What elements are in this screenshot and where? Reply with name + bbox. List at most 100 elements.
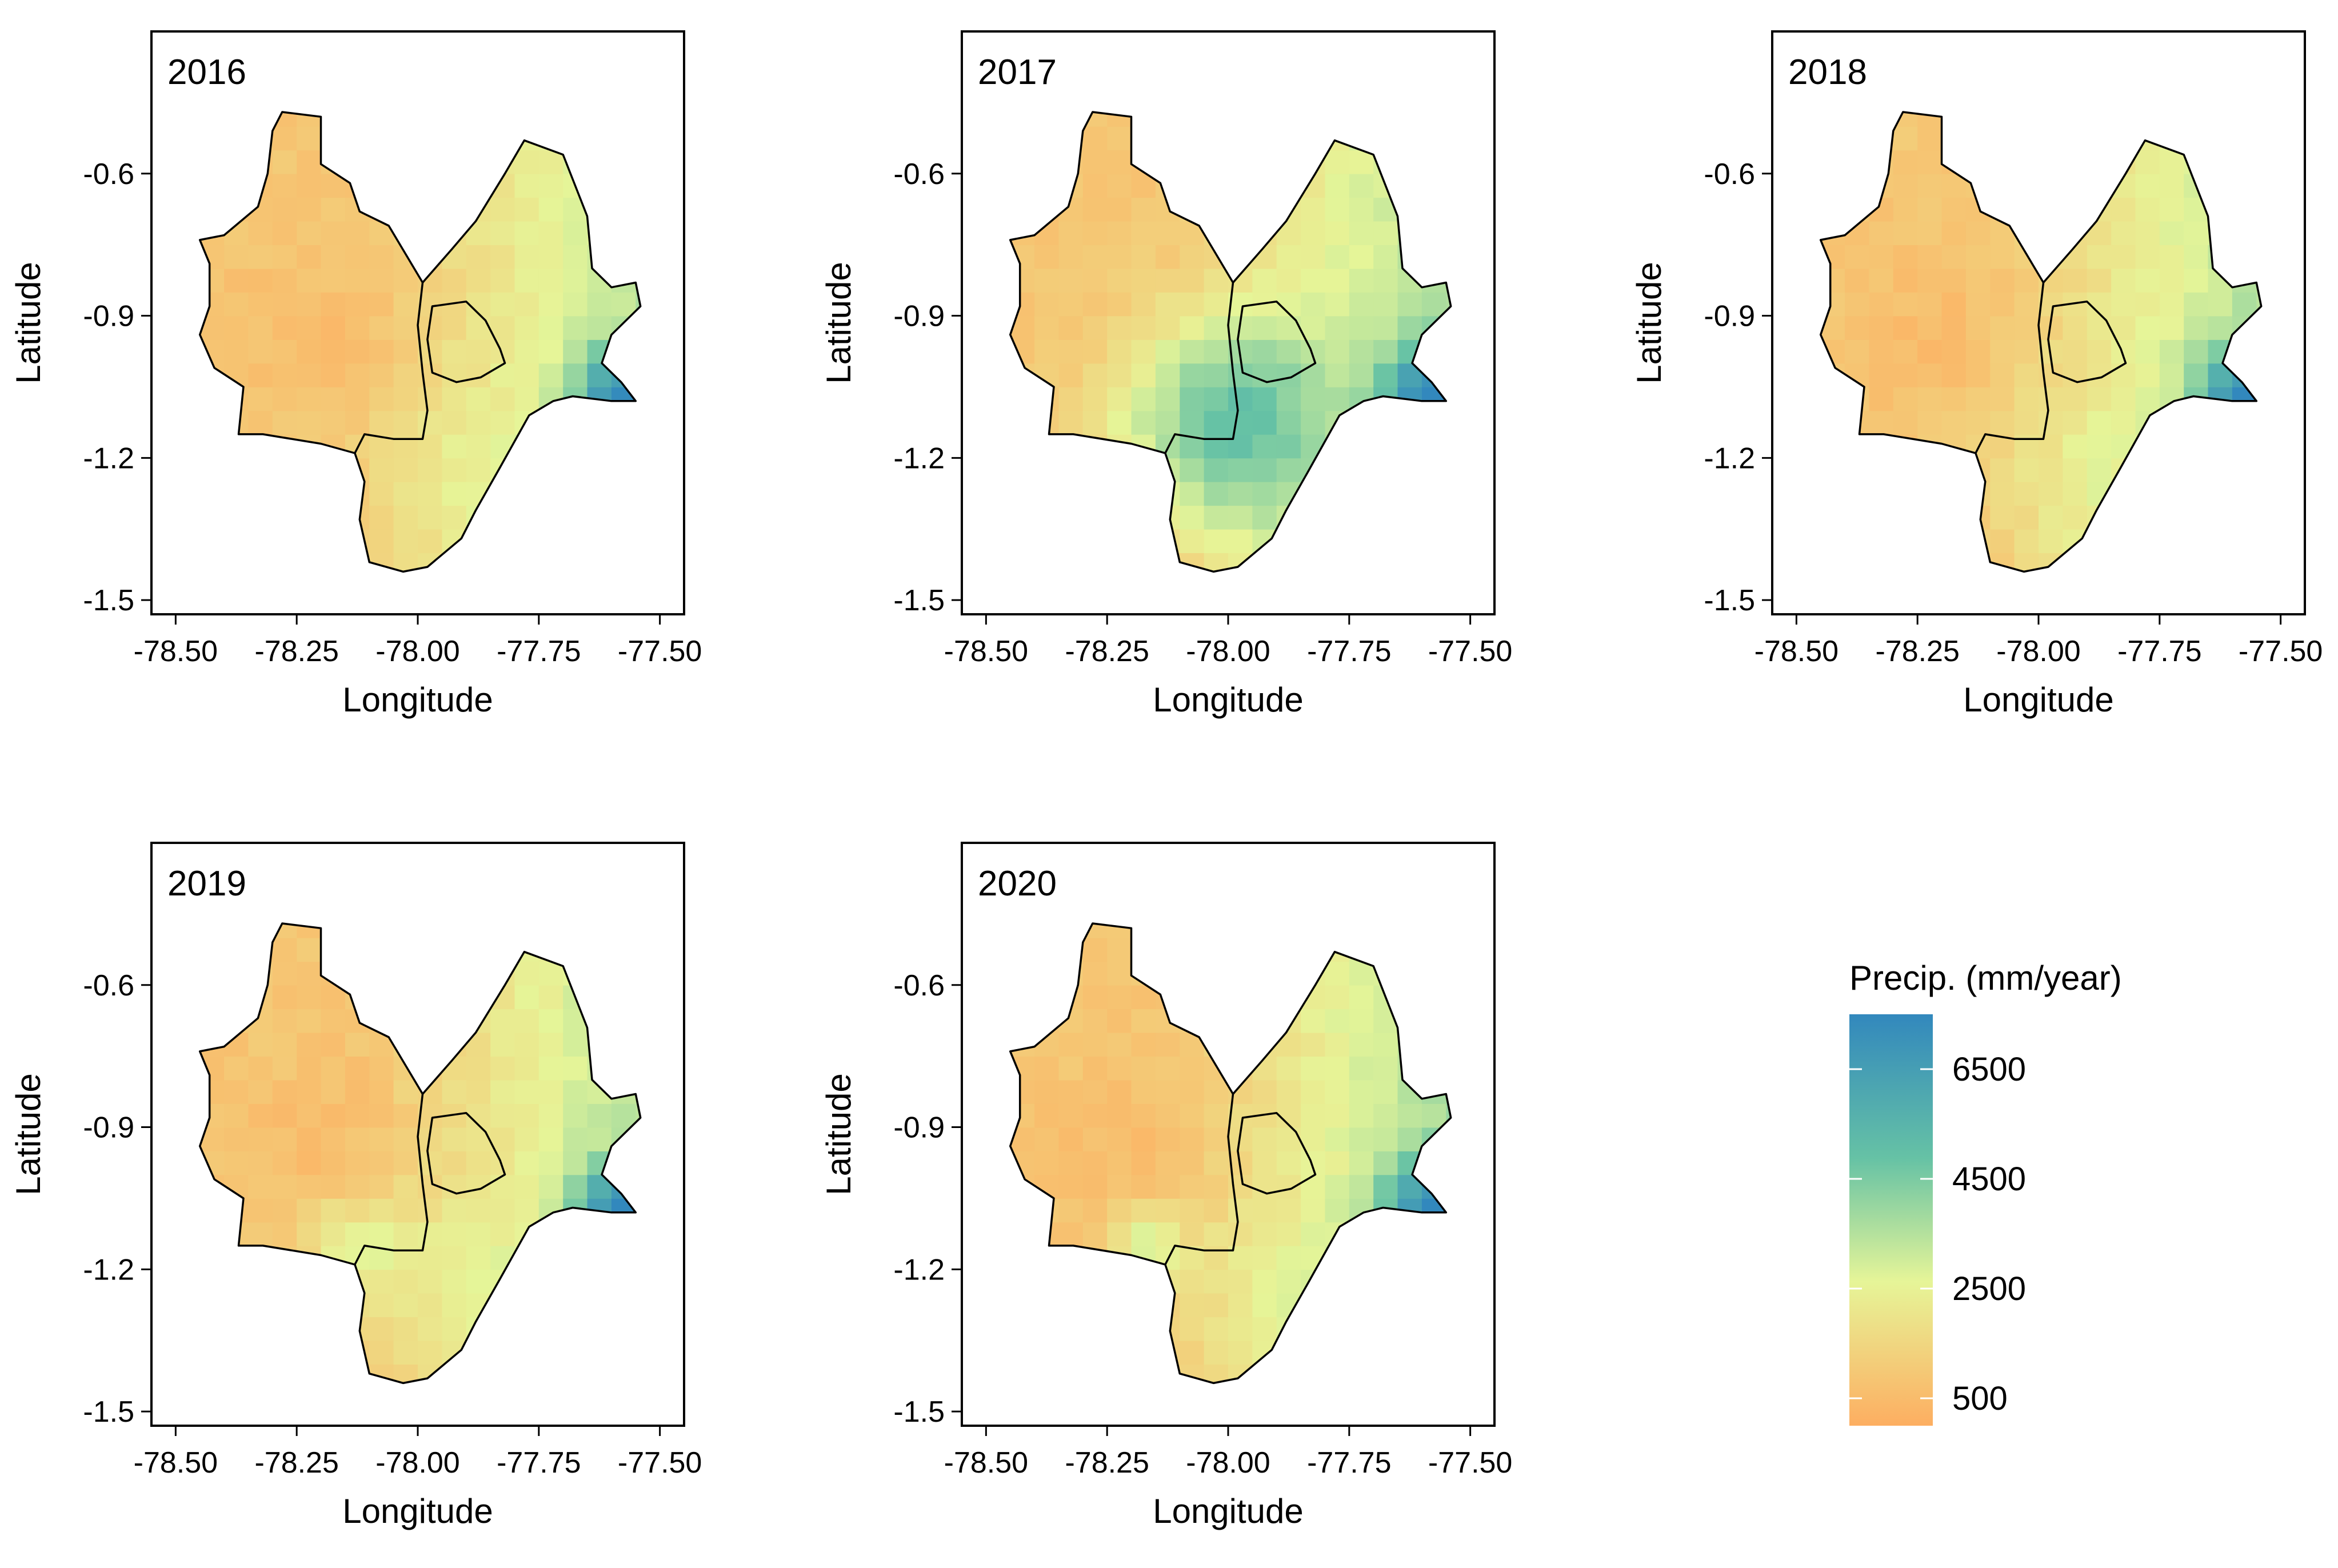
raster-cell (1228, 1340, 1253, 1365)
raster-cell (1034, 339, 1060, 364)
inner-subbasin-outline (426, 300, 506, 383)
raster-cell (1107, 985, 1132, 1010)
raster-cell (1010, 363, 1035, 387)
y-tick-label: -1.2 (83, 1253, 134, 1286)
raster-cell (1082, 961, 1108, 986)
panel-title: 2020 (978, 864, 1057, 903)
raster-cell (224, 387, 249, 411)
raster-cell (1373, 221, 1398, 245)
x-tick-label: -77.75 (2117, 635, 2201, 668)
raster-cell (1301, 1293, 1326, 1318)
raster-cell (1941, 363, 1967, 387)
raster-cell (1325, 985, 1350, 1010)
raster-cell (272, 245, 297, 269)
raster-cell (1155, 1222, 1181, 1246)
raster-cell (393, 505, 418, 530)
raster-cell (1131, 1127, 1156, 1151)
raster-cell (466, 529, 491, 553)
raster-cell (1276, 1317, 1301, 1341)
raster-cell (611, 292, 637, 317)
raster-cell (1131, 292, 1156, 317)
raster-cell (636, 1079, 641, 1104)
raster-cell (1252, 553, 1277, 572)
raster-cell (1180, 505, 1205, 530)
raster-cell (1990, 221, 2015, 245)
raster-cell (490, 268, 515, 293)
x-tick-label: -78.50 (134, 635, 218, 668)
raster-cell (538, 245, 563, 269)
raster-cell (1010, 1127, 1035, 1151)
raster-cell (1252, 1245, 1277, 1270)
raster-cell (224, 363, 249, 387)
raster-cell (1155, 985, 1181, 1010)
raster-cell (321, 961, 346, 986)
raster-cell (1845, 292, 1870, 317)
raster-cell (1869, 221, 1894, 245)
raster-cell (2111, 292, 2136, 317)
raster-cell (345, 315, 370, 340)
raster-cell (563, 245, 588, 269)
raster-cell (1058, 1222, 1084, 1246)
raster-cell (1990, 481, 2015, 506)
raster-cell (2087, 410, 2112, 435)
raster-cell (1252, 1293, 1277, 1318)
raster-cell (1252, 1222, 1277, 1246)
raster-cell (248, 937, 273, 962)
raster-cell (1349, 1056, 1374, 1081)
raster-cell (442, 1293, 467, 1318)
raster-cell (272, 410, 297, 435)
raster-cell (442, 1222, 467, 1246)
raster-cell (1228, 1222, 1253, 1246)
raster-cell (2159, 245, 2184, 269)
raster-cell (1325, 268, 1350, 293)
raster-cell (2063, 387, 2088, 411)
panel-2018: 2018 -78.50 -78.25 -78.00 -77.75 -77.50 -0.6 -0… (1630, 30, 2323, 719)
raster-cell (321, 1198, 346, 1223)
raster-cell (1228, 410, 1253, 435)
raster-cell (2014, 529, 2039, 553)
raster-cell (1252, 363, 1277, 387)
raster-cell (611, 315, 637, 340)
raster-cell (2184, 315, 2209, 340)
raster-cell (2014, 481, 2039, 506)
raster-cell (1941, 315, 1967, 340)
legend-title: Precip. (mm/year) (1849, 959, 2122, 997)
raster-cell (514, 1222, 539, 1246)
raster-cell (393, 458, 418, 482)
raster-cell (1034, 1222, 1060, 1246)
raster-cell (563, 268, 588, 293)
raster-cell (369, 1174, 394, 1199)
raster-cell (1941, 339, 1967, 364)
raster-cell (1421, 387, 1447, 411)
raster-cell (1204, 1103, 1229, 1128)
raster-cell (248, 315, 273, 340)
raster-cell (1990, 410, 2015, 435)
raster-cell (1276, 1151, 1301, 1175)
raster-cell (1155, 1151, 1181, 1175)
raster-cell (1204, 1174, 1229, 1199)
inner-subbasin-outline (1237, 300, 1317, 383)
raster-cell (538, 315, 563, 340)
raster-cell (2111, 387, 2136, 411)
raster-cell (514, 434, 539, 459)
raster-cell (1820, 363, 1845, 387)
raster-cell (563, 1174, 588, 1199)
raster-cell (297, 268, 322, 293)
raster-cell (2184, 245, 2209, 269)
raster-cell (514, 173, 539, 198)
raster-cell (1349, 292, 1374, 317)
raster-cell (321, 1056, 346, 1081)
raster-cell (490, 1056, 515, 1081)
raster-cell (224, 315, 249, 340)
x-axis-title: Longitude (1153, 1492, 1304, 1530)
raster-cell (2087, 221, 2112, 245)
raster-cell (1990, 387, 2015, 411)
raster-cell (297, 197, 322, 222)
raster-cell (1893, 410, 1918, 435)
raster-cell (369, 245, 394, 269)
raster-cell (1252, 481, 1277, 506)
raster-cell (1252, 1340, 1277, 1365)
raster-cell (611, 1103, 637, 1128)
raster-cell (538, 363, 563, 387)
raster-cell (490, 339, 515, 364)
